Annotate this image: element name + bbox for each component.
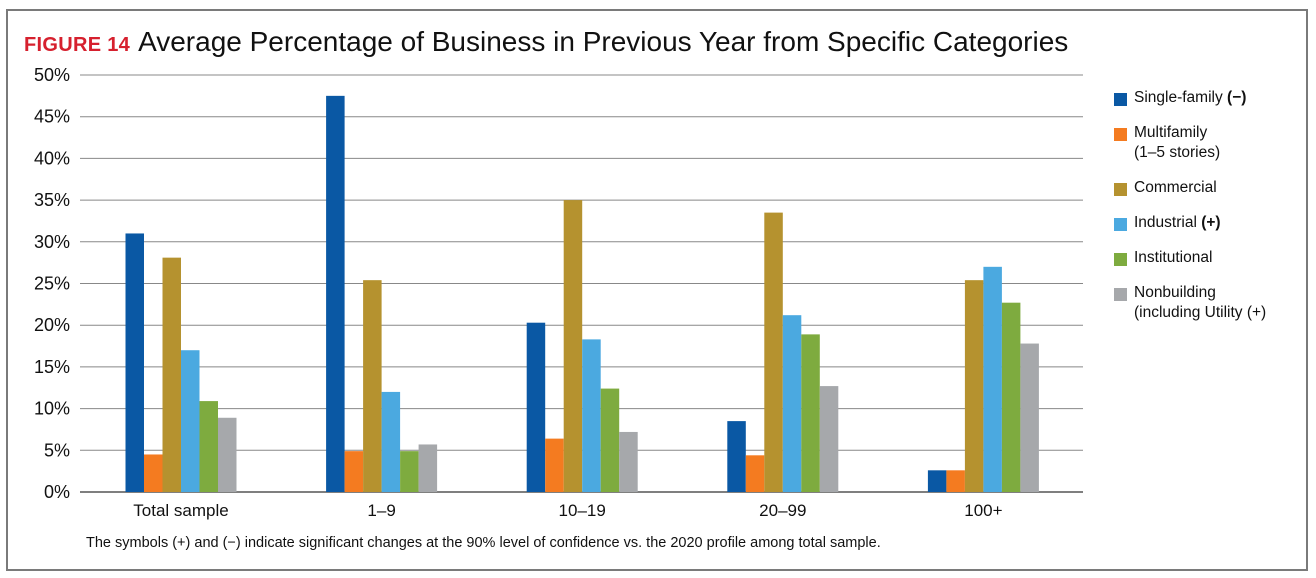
figure-label: FIGURE 14	[24, 34, 131, 56]
y-tick-label: 50%	[34, 65, 70, 85]
bar	[782, 315, 802, 492]
x-tick-label: 20–99	[759, 501, 806, 520]
x-tick-label: 1–9	[367, 501, 395, 520]
y-tick-label: 0%	[44, 482, 70, 502]
x-tick-label: Total sample	[133, 501, 228, 520]
legend-swatch-nonbuilding	[1114, 288, 1127, 301]
legend-label: Single-family	[1134, 89, 1223, 106]
x-tick-label: 100+	[964, 501, 1002, 520]
bar	[418, 444, 438, 492]
bar	[545, 438, 564, 492]
bar	[162, 257, 181, 492]
bar	[326, 95, 345, 492]
bar	[582, 339, 601, 492]
bar	[745, 455, 765, 492]
bar	[964, 280, 984, 492]
y-tick-label: 20%	[34, 315, 70, 335]
legend: Single-family (−) Multifamily (1–5 stori…	[1114, 88, 1304, 338]
bar	[400, 451, 419, 492]
legend-label: Industrial	[1134, 214, 1197, 231]
legend-swatch-institutional	[1114, 253, 1127, 266]
y-tick-label: 25%	[34, 274, 70, 294]
legend-label-line2: (including Utility (+)	[1134, 304, 1267, 321]
bar	[563, 200, 583, 492]
bar	[1001, 302, 1021, 492]
legend-mark: (+)	[1201, 214, 1221, 231]
legend-swatch-industrial	[1114, 218, 1127, 231]
legend-label: Multifamily	[1134, 124, 1208, 141]
legend-swatch-multifamily	[1114, 128, 1127, 141]
bar	[218, 417, 237, 492]
bar	[927, 470, 947, 492]
legend-item-single-family: Single-family (−)	[1114, 88, 1304, 108]
bar	[363, 280, 382, 492]
bar	[619, 431, 638, 492]
legend-mark: (−)	[1227, 89, 1247, 106]
figure-title: FIGURE 14 Average Percentage of Business …	[24, 26, 1068, 58]
bar	[125, 233, 144, 492]
bar	[819, 386, 839, 492]
legend-item-multifamily: Multifamily (1–5 stories)	[1114, 123, 1304, 163]
legend-label: Nonbuilding	[1134, 284, 1216, 301]
bar	[181, 350, 200, 492]
bar	[946, 470, 965, 492]
y-tick-label: 40%	[34, 148, 70, 168]
legend-item-industrial: Industrial (+)	[1114, 213, 1304, 233]
legend-label: Commercial	[1134, 179, 1217, 196]
bar	[764, 212, 783, 493]
legend-item-institutional: Institutional	[1114, 248, 1304, 268]
y-tick-label: 15%	[34, 357, 70, 377]
legend-item-commercial: Commercial	[1114, 178, 1304, 198]
legend-swatch-single-family	[1114, 93, 1127, 106]
bar	[1020, 343, 1039, 492]
footnote: The symbols (+) and (−) indicate signifi…	[86, 535, 881, 551]
legend-label: Institutional	[1134, 249, 1213, 266]
bar	[199, 401, 218, 492]
bar	[144, 454, 163, 492]
bar	[727, 421, 746, 492]
figure-title-text: Average Percentage of Business in Previo…	[138, 26, 1069, 57]
bar	[381, 391, 401, 492]
x-tick-label: 10–19	[559, 501, 606, 520]
bar	[526, 322, 546, 492]
y-tick-label: 30%	[34, 232, 70, 252]
bar	[801, 334, 820, 492]
y-tick-label: 5%	[44, 440, 70, 460]
legend-swatch-commercial	[1114, 183, 1127, 196]
bar	[600, 388, 620, 492]
legend-item-nonbuilding: Nonbuilding (including Utility (+)	[1114, 283, 1304, 323]
y-tick-label: 45%	[34, 107, 70, 127]
y-tick-label: 10%	[34, 399, 70, 419]
bar	[344, 451, 364, 492]
legend-label-line2: (1–5 stories)	[1134, 144, 1221, 161]
y-tick-label: 35%	[34, 190, 70, 210]
bar	[983, 266, 1002, 492]
